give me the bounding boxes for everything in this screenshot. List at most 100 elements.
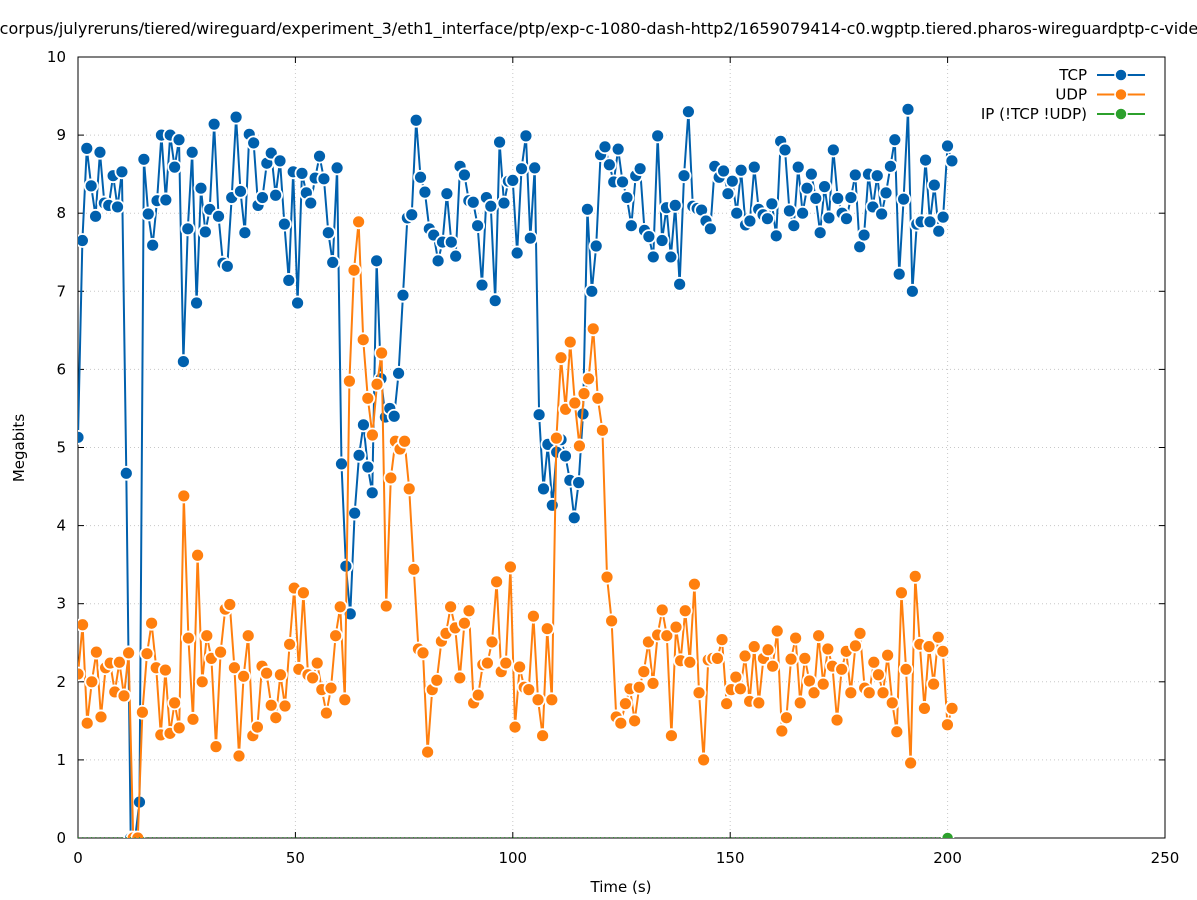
data-point	[240, 628, 256, 644]
data-point	[677, 603, 693, 619]
series-udp	[78, 214, 960, 838]
legend-label: TCP	[1058, 66, 1087, 84]
data-point	[121, 645, 137, 661]
data-point	[889, 724, 905, 740]
data-point	[848, 638, 863, 654]
y-tick-label: 2	[56, 673, 66, 691]
y-axis-label: Megabits	[10, 414, 28, 482]
legend-label: IP (!TCP !UDP)	[981, 105, 1087, 123]
data-point	[878, 185, 894, 201]
data-point	[852, 625, 868, 641]
data-point	[544, 692, 560, 708]
data-point	[228, 109, 244, 125]
data-point	[825, 142, 841, 158]
data-point	[900, 101, 916, 117]
y-tick-label: 1	[56, 751, 66, 769]
data-point	[342, 373, 357, 389]
data-point	[724, 173, 740, 189]
data-point	[847, 167, 863, 183]
data-point	[834, 661, 850, 677]
data-point	[197, 224, 213, 240]
data-point	[590, 390, 606, 406]
data-point	[514, 161, 529, 177]
data-point	[720, 186, 736, 202]
data-point	[236, 668, 252, 684]
data-point	[140, 206, 156, 222]
data-point	[884, 695, 900, 711]
data-point	[931, 223, 947, 239]
data-point	[496, 195, 512, 211]
data-point	[820, 641, 836, 657]
data-point	[746, 159, 762, 175]
x-tick-label: 50	[286, 849, 305, 867]
data-point	[940, 717, 955, 733]
data-point	[408, 112, 424, 128]
data-point	[401, 481, 417, 497]
data-point	[654, 233, 670, 248]
y-tick-label: 8	[56, 204, 66, 222]
legend-label: UDP	[1055, 86, 1087, 104]
data-point	[465, 194, 481, 210]
data-point	[668, 619, 684, 635]
legend-marker	[1114, 68, 1128, 82]
legend-marker	[1114, 87, 1128, 102]
data-point	[843, 190, 859, 205]
data-point	[443, 599, 459, 615]
data-point	[676, 168, 692, 184]
data-point	[413, 169, 428, 185]
y-tick-label: 10	[47, 48, 66, 66]
data-point	[601, 157, 617, 173]
data-point	[259, 665, 275, 681]
data-point	[189, 295, 204, 311]
data-point	[944, 700, 960, 716]
data-point	[181, 630, 196, 646]
data-point	[580, 201, 595, 217]
data-point	[360, 459, 376, 475]
data-point	[627, 713, 643, 729]
data-point	[208, 739, 224, 755]
data-point	[576, 386, 592, 402]
data-point	[116, 688, 132, 704]
data-point	[305, 670, 321, 686]
data-point	[503, 559, 518, 575]
x-tick-label: 200	[933, 849, 962, 867]
data-point	[136, 151, 152, 167]
data-point	[457, 167, 472, 183]
y-tick-label: 6	[56, 360, 66, 378]
data-point	[312, 148, 327, 164]
data-point	[861, 685, 877, 701]
data-point	[130, 830, 146, 838]
data-point	[795, 205, 810, 221]
data-point	[746, 639, 762, 655]
data-point	[364, 485, 380, 501]
data-point	[406, 561, 422, 577]
chart-title: t/corpus/julyreruns/tiered/wireguard/exp…	[0, 19, 1197, 39]
data-point	[806, 685, 822, 701]
data-point	[903, 755, 919, 771]
data-point	[505, 172, 521, 188]
data-point	[448, 248, 464, 264]
data-point	[250, 719, 265, 735]
data-point	[535, 728, 551, 744]
y-tick-label: 5	[56, 439, 66, 457]
data-point	[539, 621, 555, 637]
data-point	[78, 617, 90, 633]
data-point	[760, 642, 776, 658]
data-point	[483, 198, 499, 214]
data-point	[365, 427, 380, 443]
data-point	[815, 676, 831, 692]
data-point	[93, 709, 109, 725]
data-point	[429, 672, 445, 688]
data-point	[346, 262, 362, 278]
data-point	[821, 210, 837, 226]
data-point	[415, 645, 431, 661]
data-point	[171, 132, 187, 148]
data-point	[664, 728, 679, 744]
data-point	[619, 190, 635, 205]
data-point	[839, 211, 854, 227]
data-point	[383, 470, 399, 486]
data-point	[158, 192, 174, 208]
data-point	[79, 140, 95, 156]
x-tick-label: 250	[1151, 849, 1180, 867]
data-point	[615, 174, 630, 190]
